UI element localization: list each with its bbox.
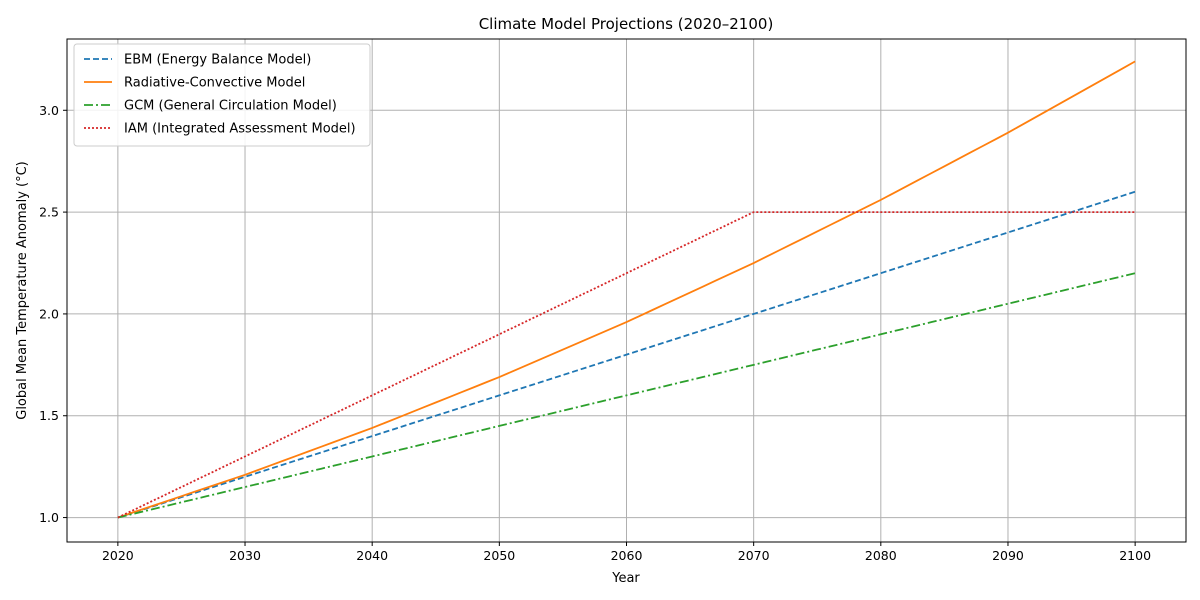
y-tick-label: 1.0 xyxy=(39,510,59,525)
legend-label-1: EBM (Energy Balance Model) xyxy=(124,53,311,68)
series-line-1 xyxy=(117,190,1136,519)
chart-title: Climate Model Projections (2020–2100) xyxy=(479,15,774,33)
y-tick-label: 2.5 xyxy=(39,205,59,220)
y-axis-label: Global Mean Temperature Anomaly (°C) xyxy=(15,161,30,420)
x-tick-label: 2050 xyxy=(483,548,515,563)
y-tick-label: 3.0 xyxy=(39,103,59,118)
axis-ticks: 2020 2030 2040 2050 2060 2070 2080 2090 2100 1.0 1… xyxy=(39,103,1151,563)
x-tick-label: 2040 xyxy=(356,548,388,563)
series-lines xyxy=(117,60,1136,519)
x-tick-label: 2060 xyxy=(611,548,643,563)
y-tick-label: 1.5 xyxy=(39,408,59,423)
legend: EBM (Energy Balance Model) Radiative-Conv… xyxy=(73,43,371,147)
x-tick-label: 2080 xyxy=(865,548,897,563)
series-line-4 xyxy=(117,211,1136,519)
x-axis-label: Year xyxy=(611,571,640,586)
legend-box xyxy=(73,43,371,147)
x-tick-label: 2030 xyxy=(229,548,261,563)
x-tick-label: 2070 xyxy=(738,548,770,563)
y-tick-label: 2.0 xyxy=(39,306,59,321)
x-tick-label: 2020 xyxy=(102,548,134,563)
legend-label-3: GCM (General Circulation Model) xyxy=(124,99,337,114)
series-line-3 xyxy=(117,272,1136,519)
legend-label-2: Radiative-Convective Model xyxy=(124,76,305,91)
series-line-2 xyxy=(117,60,1136,519)
x-tick-label: 2100 xyxy=(1119,548,1151,563)
x-tick-label: 2090 xyxy=(992,548,1024,563)
legend-label-4: IAM (Integrated Assessment Model) xyxy=(124,122,356,137)
grid xyxy=(67,39,1186,542)
